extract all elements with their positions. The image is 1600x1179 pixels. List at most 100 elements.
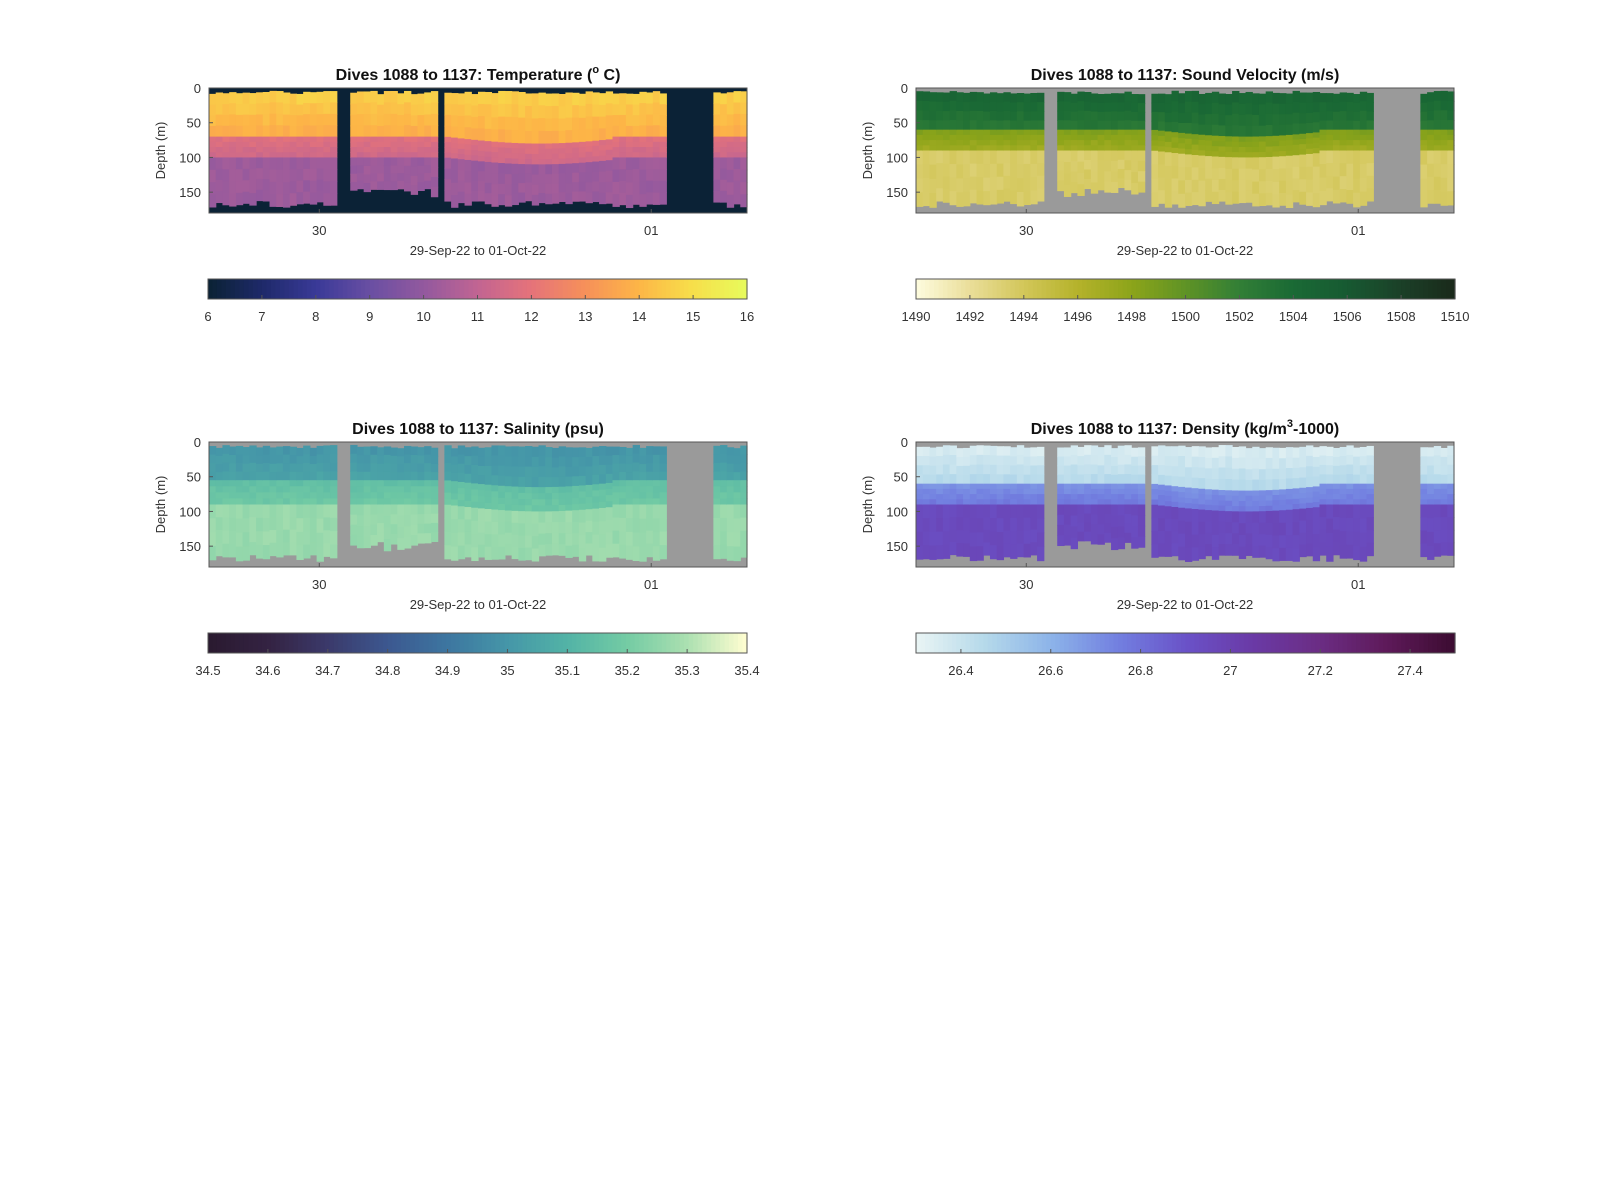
heatmap-cell [922,504,931,519]
heatmap-cell [1205,135,1213,142]
heatmap-cell [740,157,748,171]
heatmap-cell [1245,511,1253,524]
colorbar-swatch [1342,279,1348,299]
heatmap-cell [209,471,217,481]
heatmap-cell [956,192,964,207]
colorbar-swatch [1284,279,1290,299]
heatmap-cell [390,463,398,473]
heatmap-cell [551,447,560,459]
heatmap-cell [1258,157,1267,170]
heatmap-cell [478,496,486,503]
heatmap-cell [659,531,667,546]
colorbar-swatch [1005,279,1011,299]
heatmap-cell [209,545,217,561]
heatmap-cell [599,474,607,485]
heatmap-cell [309,517,318,531]
heatmap-cell [578,485,587,493]
heatmap-cell [276,530,284,545]
heatmap-cell [424,103,432,116]
heatmap-cell [1111,120,1119,131]
heatmap-cell [936,92,944,103]
heatmap-cell [478,465,486,476]
colorbar-swatch [1221,633,1227,653]
heatmap-cell [538,499,546,506]
heatmap-cell [1339,140,1347,146]
colorbar-swatch [1001,633,1007,653]
heatmap-cell [229,136,237,143]
heatmap-cell [605,115,614,128]
colorbar-swatch [688,279,694,299]
heatmap-cell [1010,176,1018,191]
heatmap-cell [404,486,412,493]
colorbar-swatch [1414,279,1420,299]
heatmap-cell [1433,504,1442,519]
colorbar-swatch [1095,633,1101,653]
heatmap-cell [942,176,951,190]
heatmap-cell [605,482,614,490]
heatmap-cell [1332,140,1341,146]
heatmap-cell [471,145,479,151]
heatmap-cell [599,483,607,491]
heatmap-cell [1306,487,1314,493]
heatmap-cell [565,545,573,558]
heatmap-cell [1164,141,1173,148]
heatmap-cell [282,471,291,481]
heatmap-cell [451,182,459,196]
heatmap-cell [370,125,378,138]
heatmap-cell [612,492,620,500]
heatmap-cell [612,104,620,116]
heatmap-cell [215,157,224,170]
heatmap-cell [498,183,506,195]
heatmap-cell [733,456,741,465]
heatmap-cell [1097,134,1105,141]
colorbar-swatch [1149,279,1155,299]
heatmap-cell [578,129,587,143]
heatmap-cell [1111,499,1119,506]
heatmap-cell [1245,179,1253,192]
colorbar-swatch [738,279,744,299]
heatmap-cell [1185,503,1193,509]
heatmap-cell [518,486,526,494]
heatmap-cell [983,517,991,531]
heatmap-cell [296,104,304,116]
heatmap-cell [1211,124,1220,137]
heatmap-cell [262,136,271,143]
heatmap-cell [316,463,324,473]
heatmap-cell [1225,500,1233,507]
heatmap-cell [1003,110,1011,121]
colorbar-swatch [1068,279,1074,299]
heatmap-cell [963,111,971,122]
heatmap-cell [1346,445,1354,456]
heatmap-cell [1191,179,1200,193]
heatmap-cell [1272,500,1280,507]
heatmap-cell [511,466,519,478]
heatmap-cell [1185,457,1193,468]
heatmap-cell [1306,112,1314,124]
heatmap-cell [1353,465,1361,476]
heatmap-cell [316,168,324,181]
heatmap-cell [585,172,593,183]
colorbar-swatch [257,633,263,653]
heatmap-cell [558,148,567,155]
heatmap-cell [1198,155,1206,169]
heatmap-cell [1299,467,1307,479]
heatmap-cell [363,165,371,176]
heatmap-cell [1117,488,1126,495]
heatmap-cell [558,118,567,132]
heatmap-cell [377,504,385,515]
heatmap-cell [983,191,991,206]
heatmap-cell [464,103,472,117]
heatmap-cell [592,92,600,106]
heatmap-cell [531,466,540,478]
colorbar-swatch [1113,279,1119,299]
heatmap-cell [545,467,553,478]
heatmap-cell [256,92,264,104]
heatmap-cell [531,499,540,506]
heatmap-cell [996,494,1005,500]
heatmap-cell [733,125,741,138]
heatmap-cell [1447,464,1455,475]
heatmap-cell [733,472,741,481]
heatmap-cell [578,503,587,511]
heatmap-cell [713,471,721,481]
